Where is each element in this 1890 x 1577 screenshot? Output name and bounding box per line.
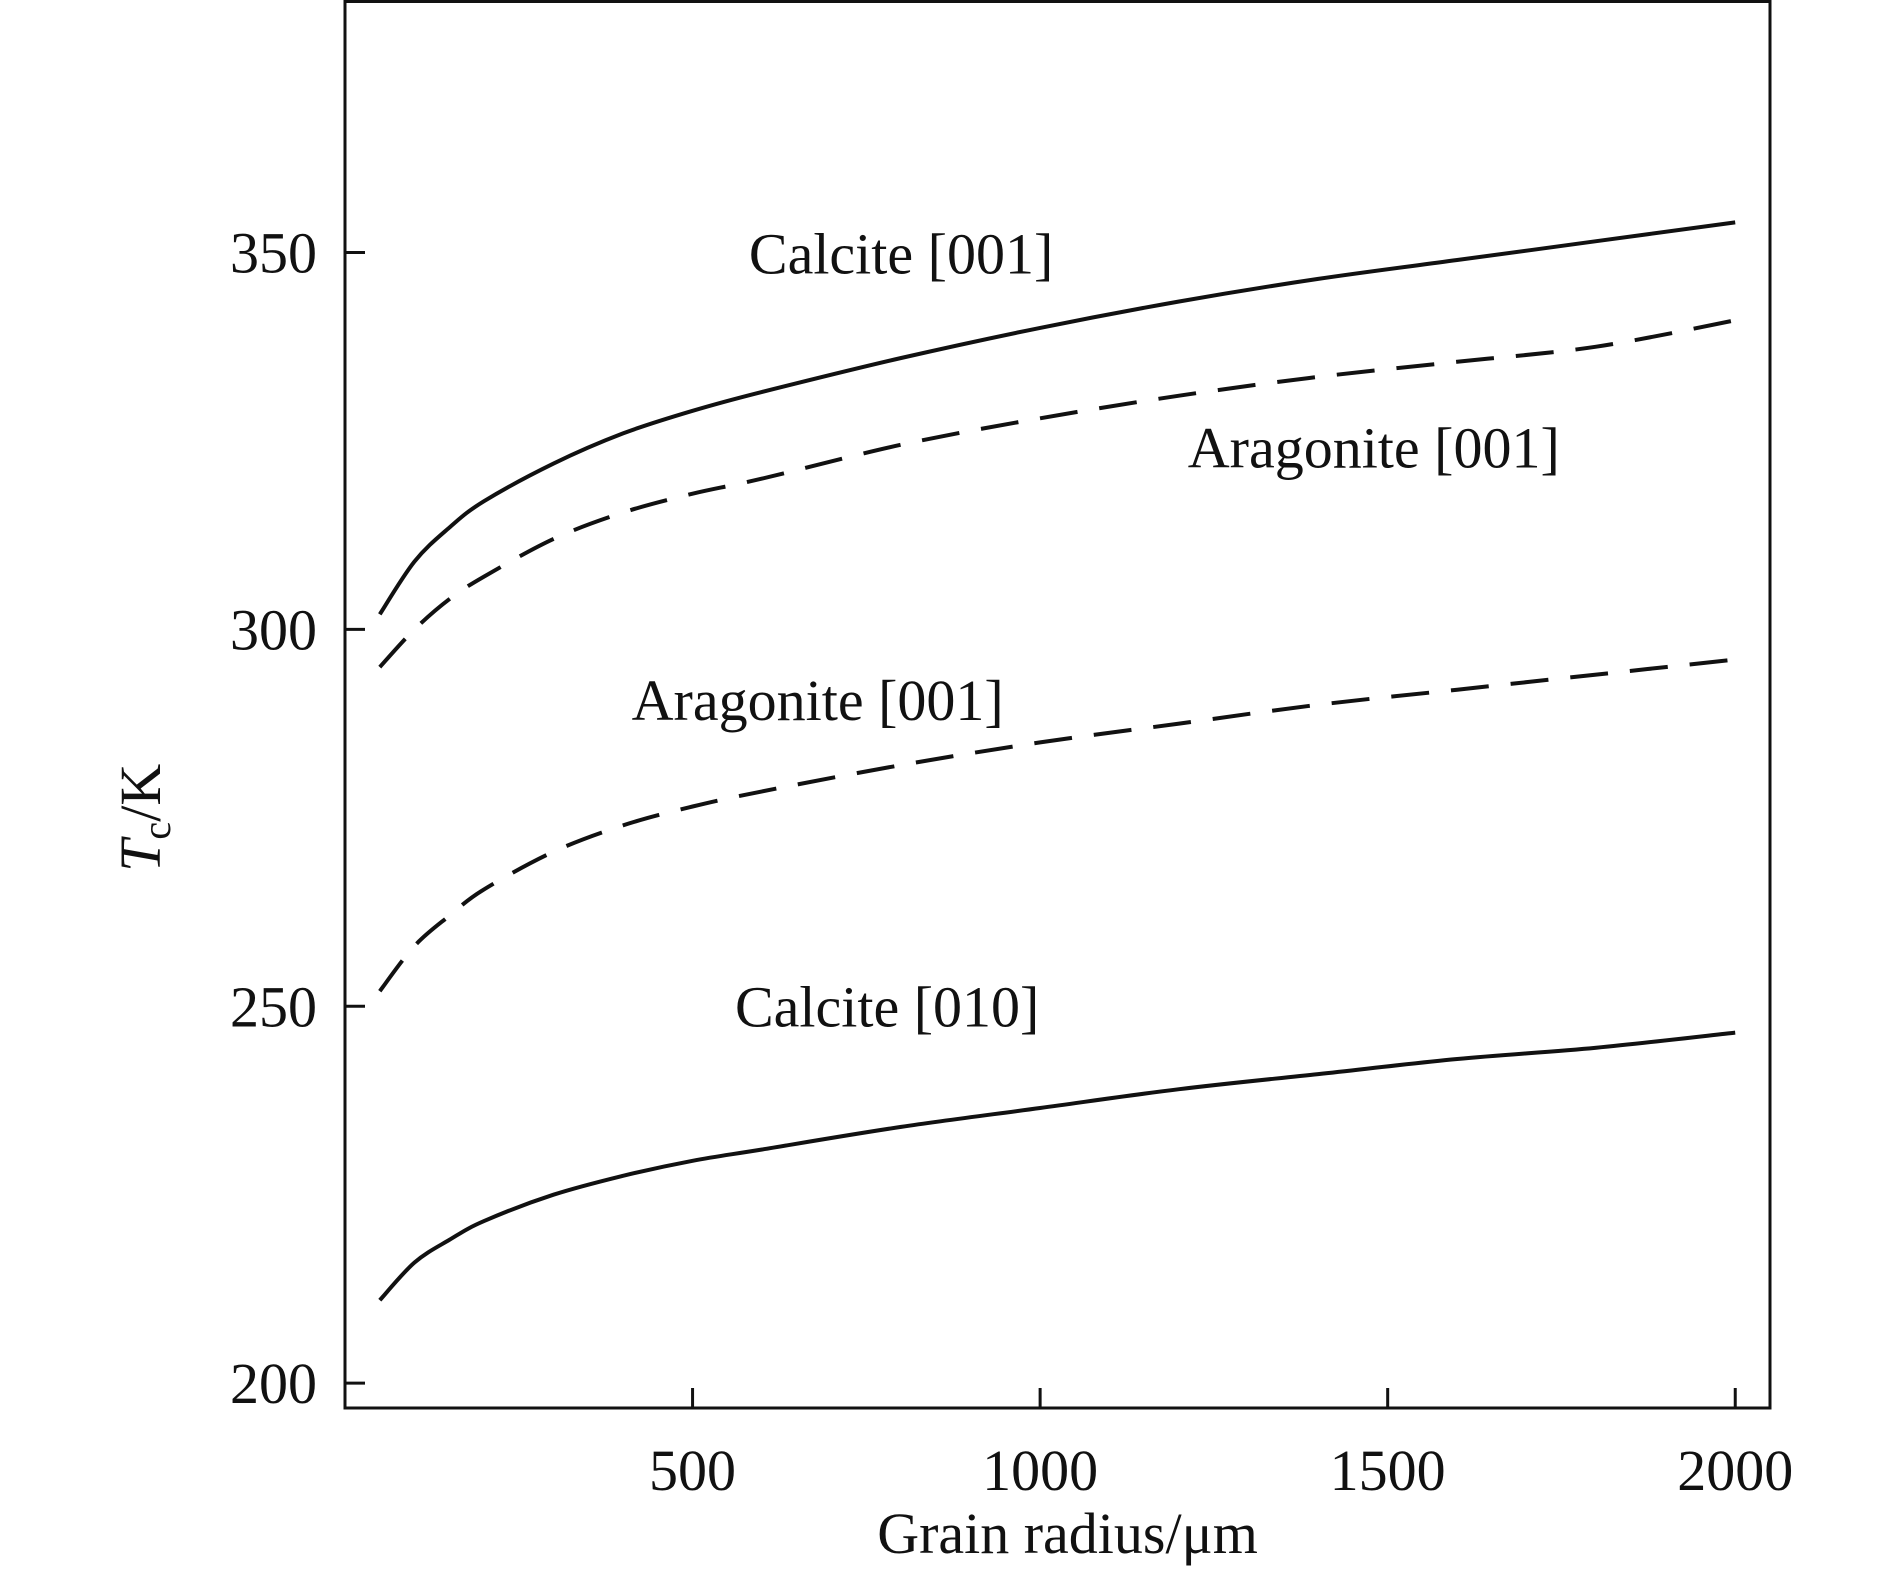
x-axis-title: Grain radius/μm [877,1501,1258,1566]
label-aragonite-001-lower: Aragonite [001] [632,668,1004,733]
ticks-layer: 500 1000 1500 2000 200 250 300 350 [230,221,1793,1503]
series-layer [378,220,1736,1302]
label-calcite-010: Calcite [010] [735,975,1039,1040]
y-axis-title-symbol: T [108,836,173,872]
series-aragonite-001-lower [378,657,1736,993]
labels-layer: Calcite [001] Aragonite [001] Aragonite [0… [632,222,1560,1040]
y-tick-label: 350 [230,221,317,286]
x-tick-label: 500 [649,1438,736,1503]
y-tick-label: 200 [230,1351,317,1416]
series-calcite-010 [378,1030,1736,1302]
y-tick-label: 300 [230,597,317,662]
x-tick-label: 1500 [1330,1438,1446,1503]
x-tick-label: 2000 [1677,1438,1793,1503]
y-axis-title-unit: /K [108,764,173,822]
series-aragonite-001-upper [378,318,1736,669]
label-aragonite-001-upper: Aragonite [001] [1188,415,1560,480]
y-axis-title-subscript: c [134,822,179,840]
label-calcite-001: Calcite [001] [749,222,1053,287]
x-tick-label: 1000 [982,1438,1098,1503]
y-axis-title: Tc/K [108,764,179,872]
plot-frame [343,0,1772,1410]
series-calcite-001 [378,220,1736,616]
y-tick-label: 250 [230,974,317,1039]
